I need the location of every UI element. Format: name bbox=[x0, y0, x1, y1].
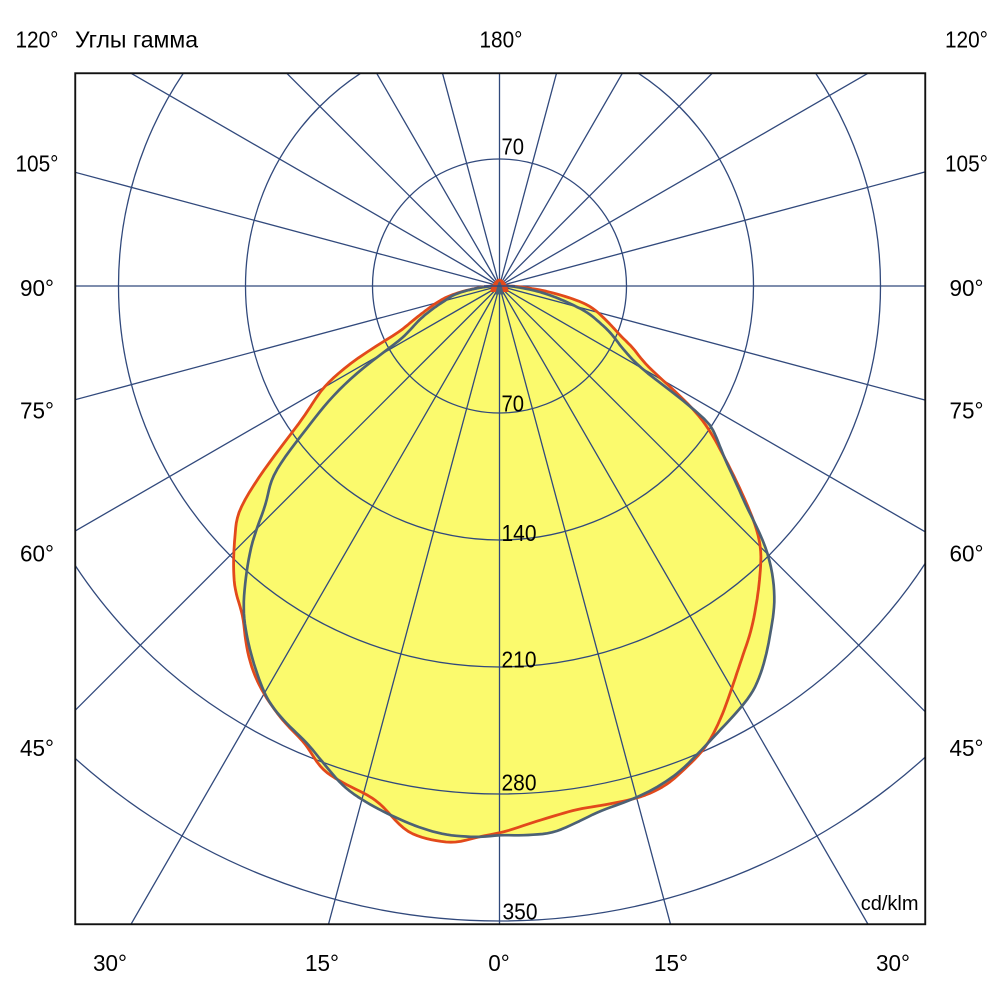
svg-text:0°: 0° bbox=[488, 950, 510, 976]
svg-text:75°: 75° bbox=[20, 397, 54, 423]
svg-text:350: 350 bbox=[503, 898, 538, 924]
svg-text:210: 210 bbox=[502, 646, 537, 672]
svg-text:45°: 45° bbox=[20, 735, 54, 761]
svg-text:15°: 15° bbox=[654, 950, 688, 976]
svg-text:120°: 120° bbox=[945, 26, 988, 52]
svg-text:cd/klm: cd/klm bbox=[861, 893, 919, 915]
svg-text:90°: 90° bbox=[950, 275, 984, 301]
svg-text:75°: 75° bbox=[950, 397, 984, 423]
svg-text:105°: 105° bbox=[16, 150, 59, 176]
svg-text:90°: 90° bbox=[20, 275, 54, 301]
svg-text:Углы гамма: Углы гамма bbox=[75, 26, 198, 52]
svg-text:180°: 180° bbox=[480, 26, 523, 52]
svg-text:60°: 60° bbox=[20, 540, 54, 566]
svg-text:15°: 15° bbox=[305, 950, 339, 976]
svg-text:30°: 30° bbox=[93, 950, 127, 976]
svg-text:140: 140 bbox=[502, 520, 537, 546]
svg-text:120°: 120° bbox=[16, 26, 59, 52]
svg-text:280: 280 bbox=[502, 769, 537, 795]
svg-text:45°: 45° bbox=[950, 735, 984, 761]
svg-text:105°: 105° bbox=[945, 150, 988, 176]
svg-text:70: 70 bbox=[502, 390, 525, 416]
svg-text:60°: 60° bbox=[950, 540, 984, 566]
svg-text:30°: 30° bbox=[876, 950, 910, 976]
svg-text:70: 70 bbox=[502, 133, 525, 159]
